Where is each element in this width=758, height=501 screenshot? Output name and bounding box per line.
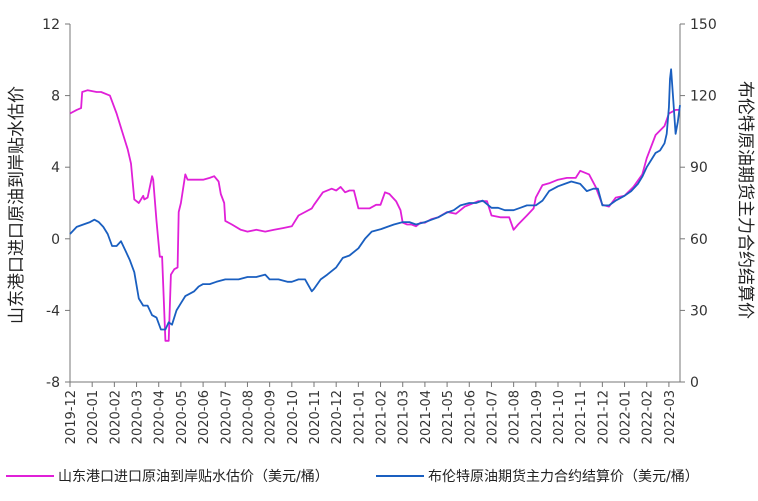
x-tick-label: 2021-11 <box>574 390 589 444</box>
plot-frame <box>69 24 681 383</box>
right-tick-label: 90 <box>690 160 708 176</box>
left-tick-label: 4 <box>51 160 60 176</box>
x-tick-label: 2021-03 <box>397 390 412 444</box>
left-y-axis-title: 山东港口进口原油到岸贴水估价 <box>7 86 27 324</box>
legend-label-discount: 山东港口进口原油到岸贴水估价（美元/桶） <box>58 469 329 485</box>
x-tick-label: 2019-12 <box>64 390 79 444</box>
x-tick-label: 2020-11 <box>308 390 323 444</box>
x-tick-label: 2020-08 <box>241 390 256 444</box>
x-tick-label: 2020-02 <box>108 390 123 444</box>
series-line-discount <box>69 89 680 342</box>
left-tick-label: 12 <box>42 17 60 33</box>
x-tick-label: 2021-12 <box>596 390 611 444</box>
legend-label-brent: 布伦特原油期货主力合约结算价（美元/桶） <box>428 468 699 485</box>
right-tick-label: 150 <box>690 17 717 33</box>
right-tick-label: 60 <box>690 232 708 248</box>
series-layer <box>69 68 681 342</box>
left-tick-label: 8 <box>51 89 60 105</box>
left-tick-label: 0 <box>51 232 60 248</box>
x-tick-label: 2020-10 <box>286 390 301 444</box>
x-tick-label: 2021-09 <box>530 390 545 444</box>
x-tick-label: 2022-01 <box>619 390 634 444</box>
x-tick-label: 2020-07 <box>219 390 234 444</box>
left-tick-label: -4 <box>46 303 60 319</box>
x-tick-label: 2022-02 <box>641 390 656 444</box>
x-tick-label: 2021-01 <box>352 390 367 444</box>
x-tick-label: 2020-06 <box>197 390 212 444</box>
x-tick-label: 2020-09 <box>264 390 279 444</box>
right-y-ticks: 0 30 60 90 120 150 <box>680 17 717 391</box>
x-tick-label: 2020-04 <box>153 390 168 444</box>
right-tick-label: 30 <box>690 303 708 319</box>
series-line-brent <box>69 68 681 331</box>
right-tick-label: 120 <box>690 89 717 105</box>
right-tick-label: 0 <box>690 375 699 391</box>
x-tick-label: 2020-05 <box>175 390 190 444</box>
left-y-ticks: -8 -4 0 4 8 12 <box>42 17 70 391</box>
x-tick-label: 2021-07 <box>485 390 500 444</box>
left-tick-label: -8 <box>46 375 60 391</box>
x-tick-label: 2022-03 <box>663 390 678 444</box>
legend: 山东港口进口原油到岸贴水估价（美元/桶） 布伦特原油期货主力合约结算价（美元/桶… <box>6 468 699 485</box>
x-tick-label: 2020-12 <box>330 390 345 444</box>
x-tick-label: 2020-01 <box>86 390 101 444</box>
x-tick-label: 2021-10 <box>552 390 567 444</box>
right-y-axis-title: 布伦特原油期货主力合约结算价 <box>735 81 755 319</box>
x-tick-label: 2020-03 <box>131 390 146 444</box>
x-tick-label: 2021-04 <box>419 390 434 444</box>
x-tick-label: 2021-05 <box>441 390 456 444</box>
x-ticks: 2019-12 2020-01 2020-02 2020-03 2020-04 2020-… <box>64 382 678 444</box>
x-tick-label: 2021-06 <box>463 390 478 444</box>
x-tick-label: 2021-02 <box>375 390 390 444</box>
x-tick-label: 2021-08 <box>508 390 523 444</box>
